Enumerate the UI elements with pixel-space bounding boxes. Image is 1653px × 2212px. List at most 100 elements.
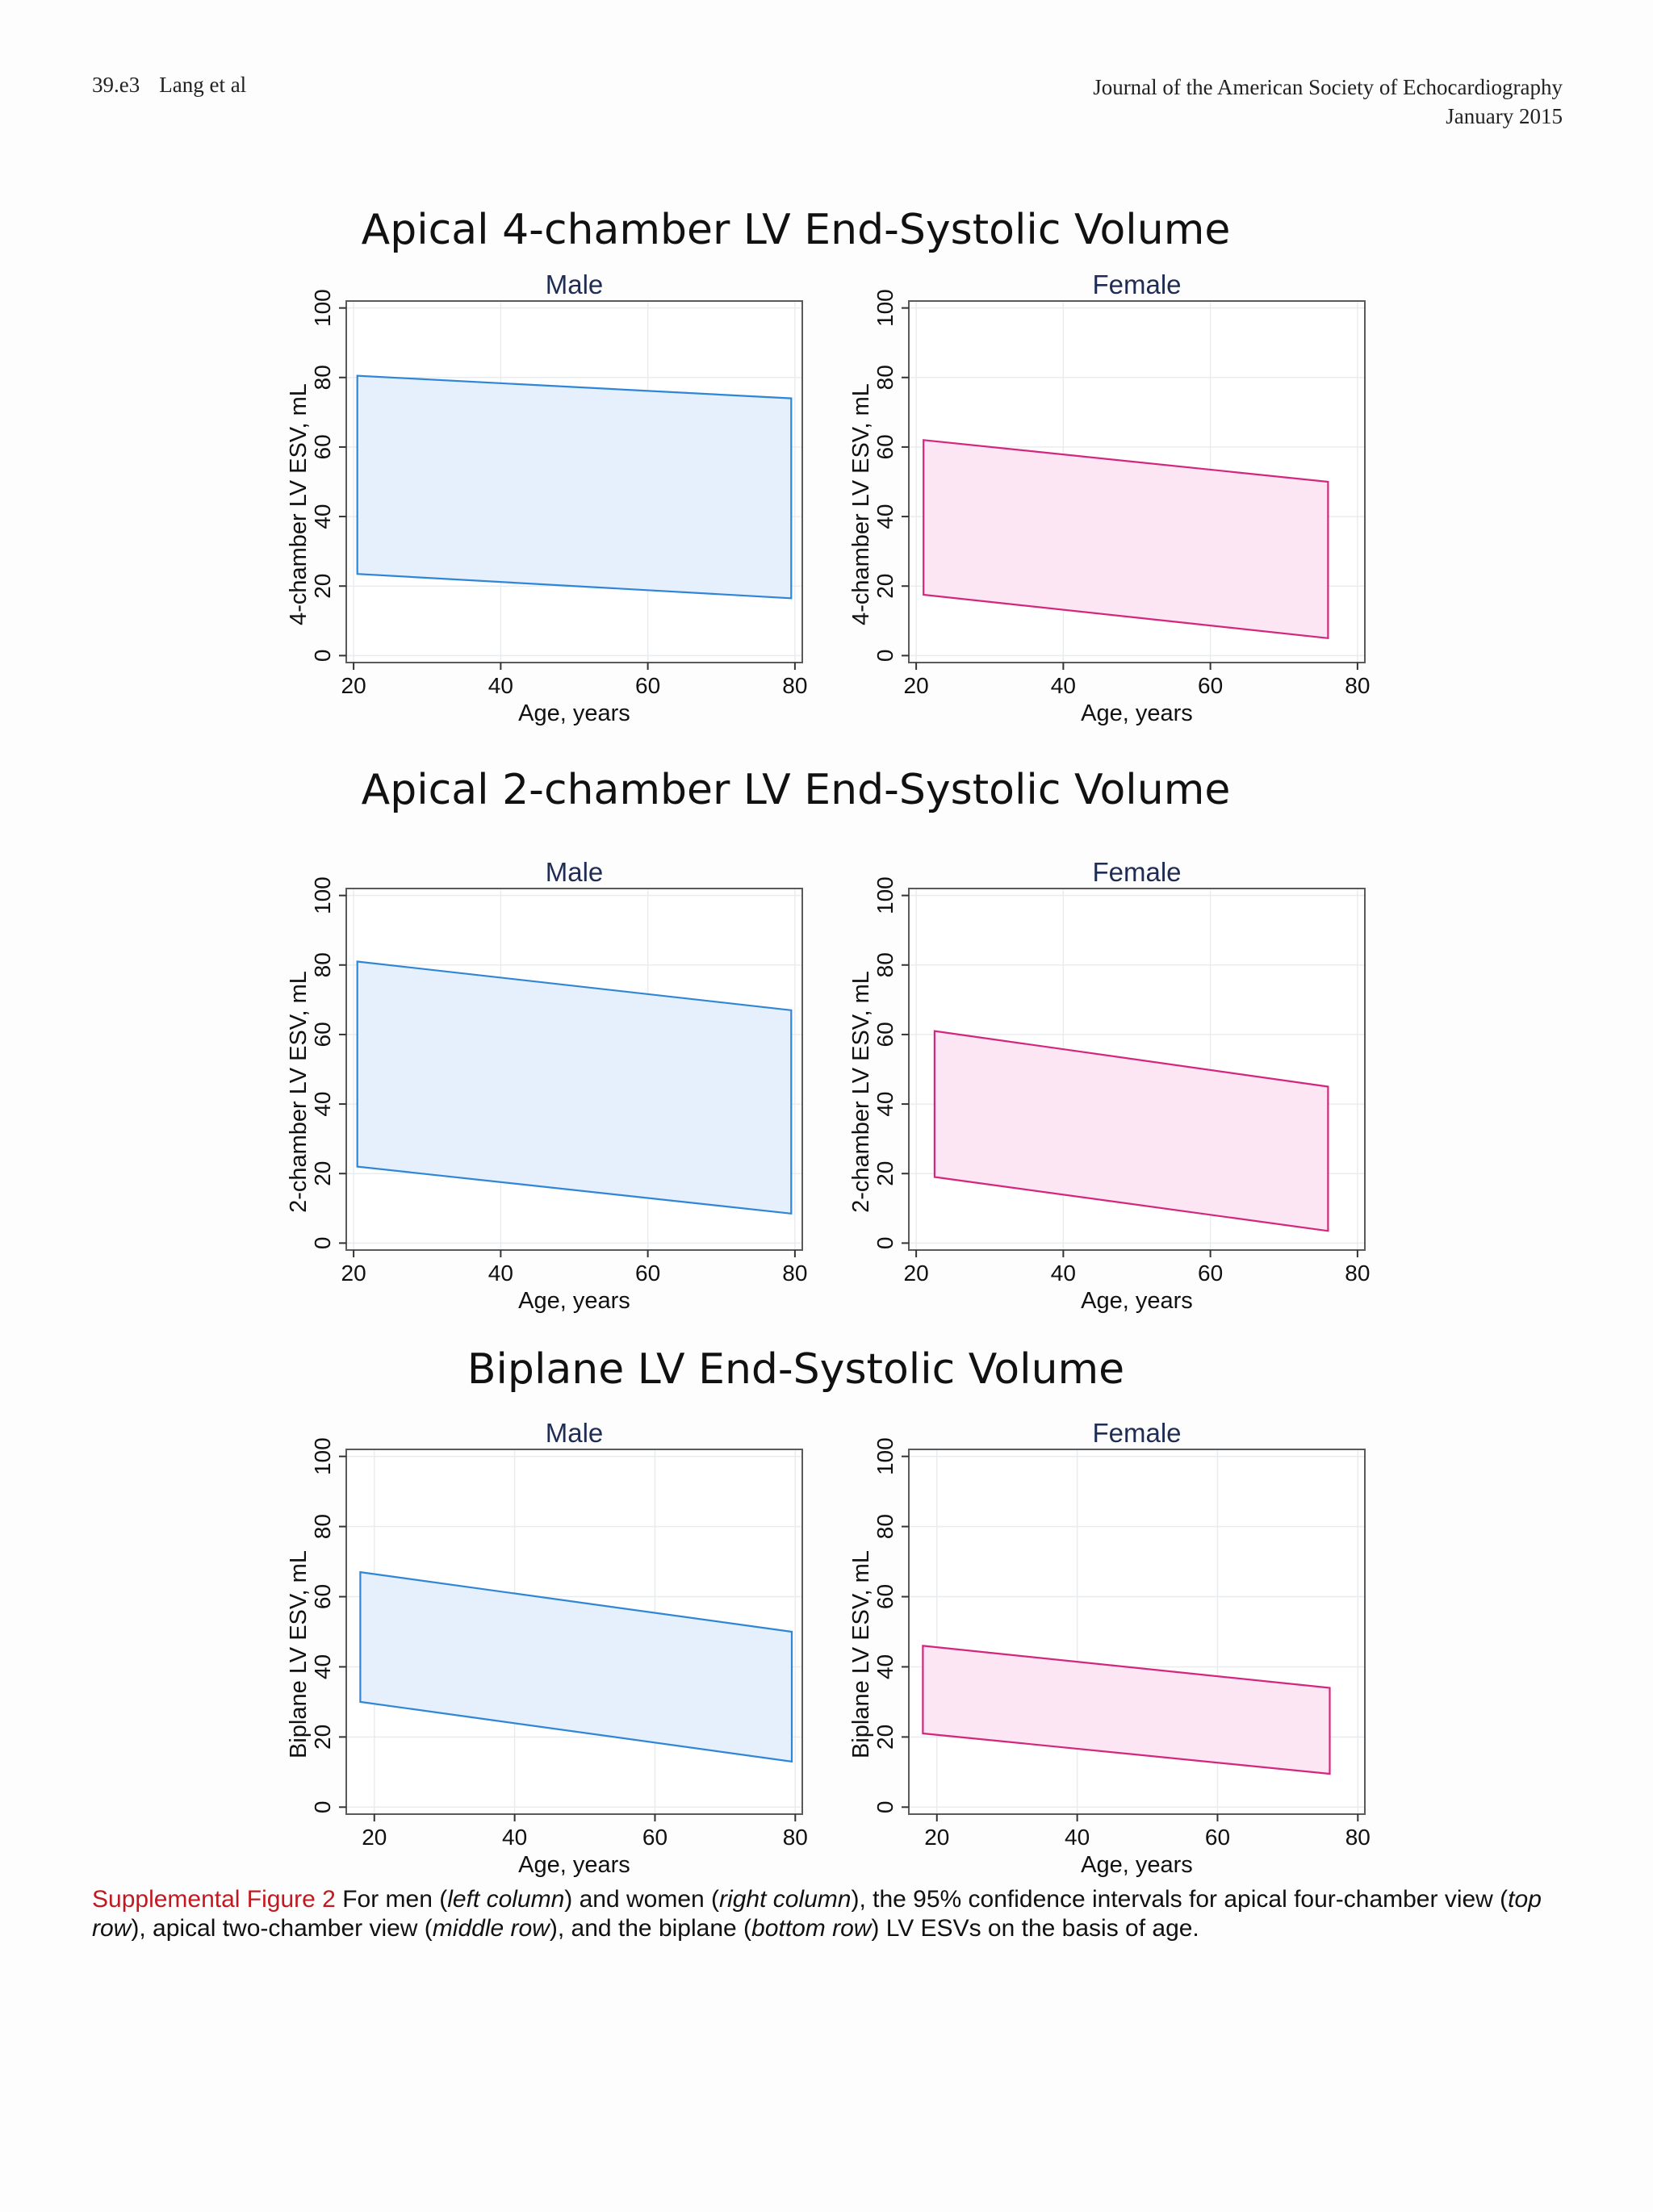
chart-panel-female-2: 20 40 60 80 0 20 40 60 80 100 Female Age, years Bipl… [848,1418,1371,1878]
figure-caption: Supplemental Figure 2 For men (left colu… [92,1885,1569,1943]
y-tick-label: 80 [310,365,335,390]
panel-title: Female [1092,857,1181,887]
x-axis-label: Age, years [518,700,630,726]
y-tick-label: 20 [873,574,898,599]
caption-emphasis: top row [92,1886,1542,1942]
plot-frame [908,888,1366,1251]
caption-text: ), apical two-chamber view ( [131,1915,433,1942]
y-tick-label: 60 [310,1584,335,1609]
x-axis-label: Age, years [1081,1852,1193,1878]
y-tick-label: 100 [873,289,898,327]
y-tick-label: 60 [310,434,335,459]
confidence-band [922,1645,1331,1775]
x-tick-label: 20 [904,1261,929,1286]
y-tick-label: 20 [310,574,335,599]
y-tick-label: 100 [873,1437,898,1475]
running-header-left: 39.e3 Lang et al [92,73,246,98]
y-tick-label: 20 [310,1725,335,1750]
y-axis-label: Biplane LV ESV, mL [848,1550,874,1758]
x-axis-label: Age, years [1081,700,1193,726]
x-tick-label: 60 [1198,673,1223,698]
x-axis-label: Age, years [1081,1288,1193,1314]
x-tick-label: 40 [1065,1825,1090,1850]
y-tick-label: 40 [310,504,335,529]
x-tick-label: 60 [642,1825,667,1850]
page-number: 39.e3 [92,73,140,97]
panel-title: Female [1092,270,1181,299]
running-header-right: Journal of the American Society of Echoc… [1093,73,1563,131]
y-tick-label: 60 [873,1022,898,1047]
x-tick-label: 80 [1345,1825,1371,1850]
caption-text: ), the 95% confidence intervals for apic… [851,1886,1509,1913]
plot-frame [345,1449,803,1815]
chart-panel-male-2: Biplane LV End-Systolic Volume 20 40 60 80 0 2… [286,1345,1124,1878]
x-tick-label: 20 [924,1825,949,1850]
x-tick-label: 60 [635,673,660,698]
chart-panel-male-0: Apical 4-chamber LV End-Systolic Volume 2… [286,206,1230,726]
plot-frame [908,300,1366,663]
x-tick-label: 60 [1198,1261,1223,1286]
y-tick-label: 80 [873,1514,898,1539]
y-tick-label: 80 [873,365,898,390]
y-tick-label: 40 [873,1654,898,1679]
chart-row-title: Biplane LV End-Systolic Volume [467,1345,1124,1394]
confidence-band [933,1030,1329,1232]
confidence-band [923,439,1329,640]
caption-text: ) and women ( [564,1886,720,1913]
y-tick-label: 100 [310,1437,335,1475]
plot-frame [908,1449,1366,1815]
panel-title: Male [546,270,604,299]
chart-row-title: Apical 2-chamber LV End-Systolic Volume [362,766,1231,814]
panel-title: Female [1092,1418,1181,1448]
y-tick-label: 80 [310,1514,335,1539]
y-tick-label: 80 [873,952,898,977]
caption-emphasis: left column [447,1886,565,1913]
x-tick-label: 80 [783,1825,808,1850]
y-axis-label: 2-chamber LV ESV, mL [286,971,312,1213]
x-tick-label: 40 [1051,1261,1076,1286]
x-tick-label: 60 [1205,1825,1230,1850]
y-tick-label: 40 [873,504,898,529]
x-tick-label: 40 [502,1825,527,1850]
y-tick-label: 100 [873,876,898,914]
chart-panel-female-0: 20 40 60 80 0 20 40 60 80 100 Female Age, years 4-ch… [848,270,1370,726]
x-tick-label: 80 [1345,673,1370,698]
plot-frame [345,300,803,663]
plot-frame [345,888,803,1251]
confidence-band [356,960,793,1215]
caption-text: ) LV ESVs on the basis of age. [871,1915,1199,1942]
y-tick-label: 40 [310,1654,335,1679]
x-tick-label: 80 [782,1261,807,1286]
x-tick-label: 20 [341,673,366,698]
x-tick-label: 40 [488,1261,513,1286]
x-tick-label: 40 [488,673,513,698]
y-tick-label: 0 [873,1237,898,1250]
caption-text: For men ( [335,1886,448,1913]
confidence-band [359,1570,793,1763]
caption-emphasis: middle row [432,1915,550,1942]
y-axis-label: 2-chamber LV ESV, mL [848,971,874,1213]
y-tick-label: 0 [310,1801,335,1814]
caption-emphasis: right column [719,1886,852,1913]
y-tick-label: 100 [310,876,335,914]
x-tick-label: 20 [362,1825,387,1850]
confidence-band [356,374,793,600]
y-axis-label: 4-chamber LV ESV, mL [848,383,874,625]
panel-title: Male [546,857,604,887]
panel-title: Male [546,1418,604,1448]
x-tick-label: 80 [1345,1261,1370,1286]
y-tick-label: 0 [310,1237,335,1250]
y-tick-label: 100 [310,289,335,327]
y-tick-label: 60 [310,1022,335,1047]
caption-text: ), and the biplane ( [549,1915,752,1942]
x-tick-label: 20 [904,673,929,698]
chart-panel-female-1: 20 40 60 80 0 20 40 60 80 100 Female Age, years 2-ch… [848,857,1370,1314]
y-tick-label: 0 [873,1801,898,1814]
y-tick-label: 60 [873,1584,898,1609]
x-axis-label: Age, years [518,1288,630,1314]
y-tick-label: 0 [873,650,898,663]
y-tick-label: 80 [310,952,335,977]
y-tick-label: 40 [873,1091,898,1116]
y-tick-label: 0 [310,650,335,663]
